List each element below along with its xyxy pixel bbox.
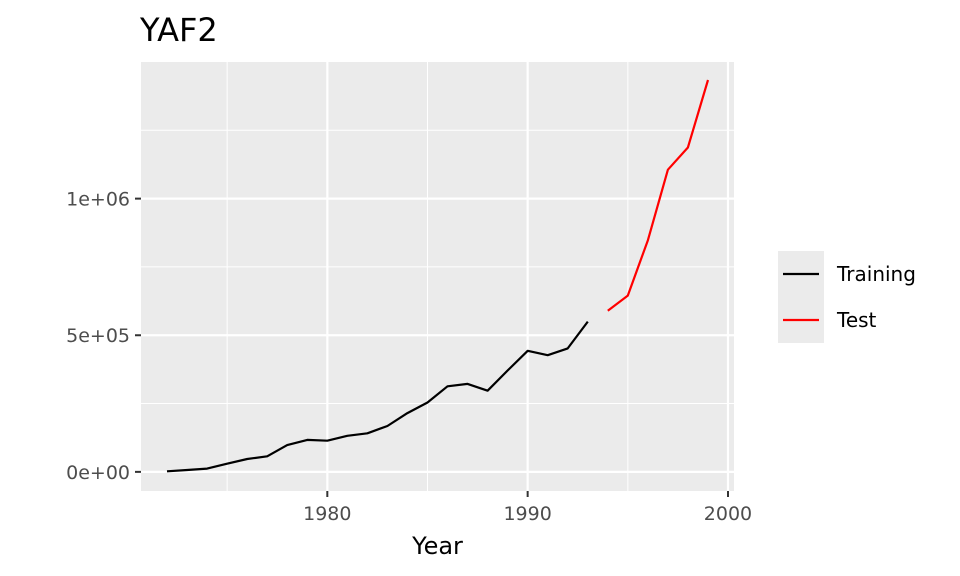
x-axis-title: Year [411,532,463,560]
legend-label-test: Test [836,308,877,332]
legend: Training Test [778,251,916,343]
series-line-test [607,79,710,312]
series-lines [166,79,710,473]
x-tick-label: 1980 [303,503,351,525]
tick-labels: 1980 1990 2000 0e+00 5e+05 1e+06 [66,189,752,525]
y-tick-label: 1e+06 [66,189,130,211]
legend-label-training: Training [836,262,916,286]
series-line-training [166,320,589,473]
y-tick-label: 5e+05 [66,325,130,347]
minor-grid [141,62,734,491]
x-tick-label: 1990 [503,503,551,525]
axis-ticks [135,197,729,497]
major-grid [141,62,734,491]
x-tick-label: 2000 [704,503,752,525]
plot-panel [141,62,734,491]
chart-title: YAF2 [139,11,218,49]
legend-key-background [778,251,824,343]
y-tick-label: 0e+00 [66,462,130,484]
